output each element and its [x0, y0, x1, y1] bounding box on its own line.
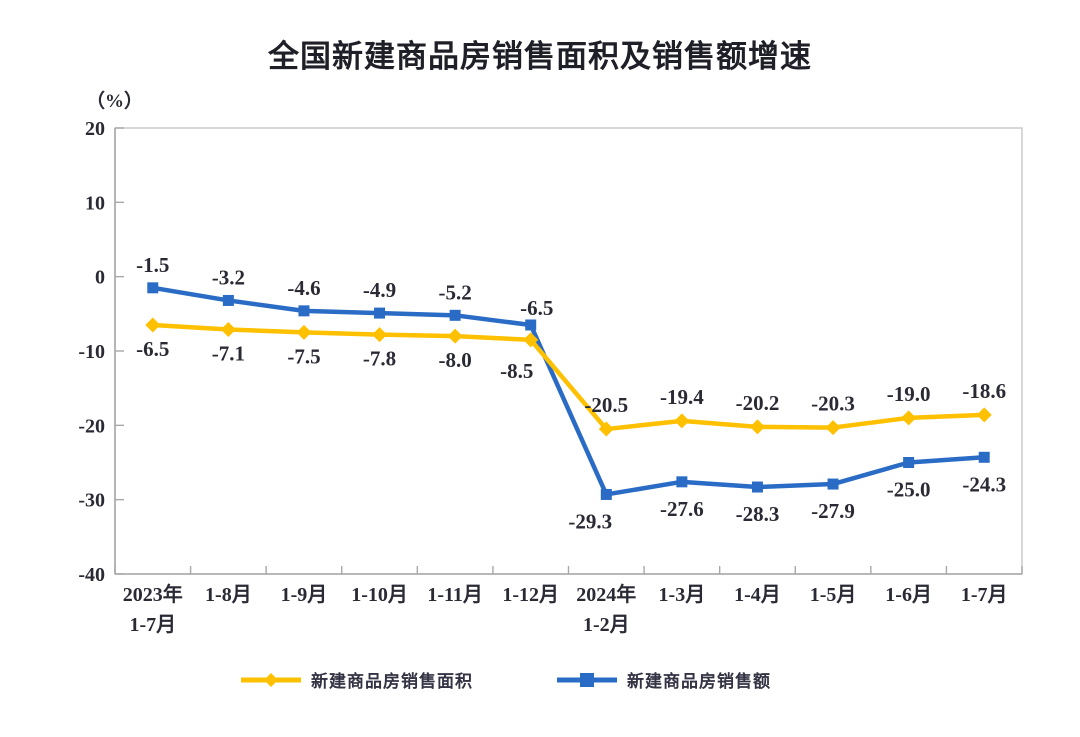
data-label: -19.4	[660, 385, 704, 409]
data-label: -7.5	[287, 344, 320, 368]
marker-square	[903, 457, 915, 468]
data-label: -27.9	[811, 499, 855, 523]
data-label: -18.6	[962, 379, 1006, 403]
y-tick-label: -40	[78, 564, 105, 586]
legend-label-sales-area: 新建商品房销售面积	[311, 672, 473, 691]
y-tick-label: 0	[95, 267, 105, 289]
data-label: -6.5	[520, 296, 553, 320]
chart-canvas: 20 10 0 -10 -20 -30 -40 2023年 1-7月 1-8月 1-9月 1-10月 1…	[78, 118, 1023, 636]
y-tick-label: -20	[78, 415, 105, 437]
y-tick-label: -10	[78, 341, 105, 363]
x-tick-label: 1-7月	[961, 584, 1008, 606]
x-tick-label: 1-10月	[351, 584, 408, 606]
marker-diamond	[749, 419, 765, 435]
marker-square	[374, 307, 386, 319]
marker-square	[978, 451, 990, 463]
series-line-sales-amount	[150, 285, 987, 497]
marker-diamond	[598, 421, 614, 437]
series-line-sales-area	[150, 322, 987, 432]
legend-line-square-icon	[557, 672, 617, 687]
x-tick-label: 1-6月	[885, 584, 932, 606]
data-label: -3.2	[212, 265, 245, 289]
chart-title: 全国新建商品房销售面积及销售额增速	[268, 39, 812, 74]
data-label: -20.2	[736, 391, 780, 415]
data-label: -20.5	[584, 393, 628, 417]
y-tick-label: -30	[78, 490, 105, 512]
marker-diamond	[296, 324, 312, 340]
marker-diamond	[372, 327, 388, 343]
chart-legend: 新建商品房销售面积 新建商品房销售额	[0, 663, 1080, 703]
legend-item-sales-amount: 新建商品房销售额	[556, 667, 771, 692]
x-tick-label: 1-12月	[502, 584, 559, 606]
data-label: -24.3	[962, 472, 1006, 496]
marker-diamond	[523, 332, 539, 348]
marker-square	[525, 319, 537, 331]
data-label: -27.6	[660, 497, 704, 521]
data-label: -29.3	[568, 509, 612, 533]
data-label: -8.0	[439, 348, 472, 372]
data-label: -4.9	[363, 278, 396, 302]
marker-square	[298, 305, 310, 317]
marker-diamond	[447, 328, 463, 344]
data-label: -6.5	[136, 337, 169, 361]
marker-square	[751, 481, 763, 493]
x-tick-label: 1-8月	[205, 584, 252, 606]
legend-label-sales-amount: 新建商品房销售额	[627, 672, 771, 691]
marker-square	[147, 282, 159, 294]
x-tick-label: 1-11月	[427, 584, 483, 606]
legend-item-sales-area: 新建商品房销售面积	[240, 667, 473, 692]
marker-square	[676, 476, 688, 488]
data-label: -5.2	[439, 280, 472, 304]
marker-square	[600, 488, 612, 500]
legend-line-diamond-icon	[241, 672, 301, 687]
x-tick-label: 1-3月	[659, 584, 706, 606]
data-label: -25.0	[887, 478, 931, 502]
marker-square	[449, 309, 461, 321]
marker-diamond	[976, 407, 992, 423]
data-label: -7.1	[212, 341, 245, 365]
data-label: -1.5	[136, 253, 169, 277]
marker-diamond	[220, 321, 236, 337]
x-tick-label: 1-9月	[281, 584, 328, 606]
x-tick-label: 2023年 1-7月	[123, 582, 183, 636]
y-axis-unit-label: （%）	[86, 91, 144, 112]
marker-square	[222, 294, 234, 306]
y-tick-label: 10	[85, 192, 105, 214]
x-tick-label: 1-4月	[734, 584, 781, 606]
x-tick-label: 1-5月	[810, 584, 857, 606]
marker-diamond	[145, 317, 161, 333]
marker-diamond	[901, 410, 917, 426]
data-label: -19.0	[887, 382, 931, 406]
data-label: -7.8	[363, 347, 396, 371]
marker-square	[827, 478, 839, 490]
marker-diamond	[825, 420, 841, 436]
y-tick-label: 20	[85, 118, 105, 140]
x-tick-label: 2024年 1-2月	[576, 582, 636, 636]
data-label: -8.5	[500, 359, 533, 383]
data-label: -20.3	[811, 392, 855, 416]
plot-border	[114, 127, 1023, 575]
data-label: -4.6	[287, 276, 320, 300]
data-label: -28.3	[736, 502, 780, 526]
marker-diamond	[674, 413, 690, 429]
